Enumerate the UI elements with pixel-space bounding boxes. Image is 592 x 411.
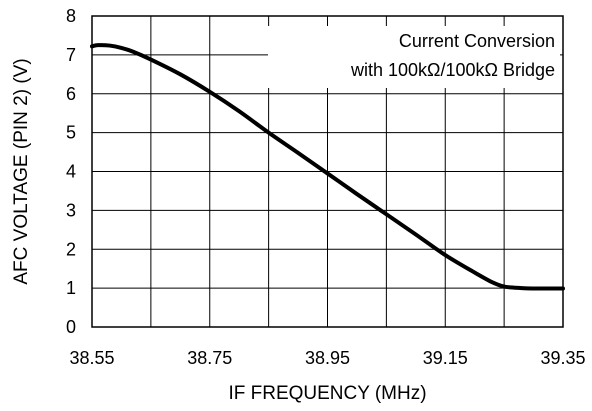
- y-axis-title: AFC VOLTAGE (PIN 2) (V): [11, 58, 32, 284]
- x-axis-title: IF FREQUENCY (MHz): [228, 383, 426, 404]
- x-tick-label: 38.55: [69, 348, 114, 368]
- y-tick-label: 0: [66, 317, 76, 337]
- annotation-box: [268, 26, 560, 88]
- y-tick-label: 5: [66, 123, 76, 143]
- x-tick-label: 39.15: [423, 348, 468, 368]
- y-tick-label: 7: [66, 45, 76, 65]
- plot-area-border: [91, 15, 564, 328]
- x-tick-label: 39.35: [540, 348, 585, 368]
- x-tick-label: 38.95: [305, 348, 350, 368]
- x-tick-label: 38.75: [187, 348, 232, 368]
- y-tick-label: 2: [66, 239, 76, 259]
- y-tick-label: 6: [66, 84, 76, 104]
- y-tick-label: 4: [66, 162, 76, 182]
- annotation-line: Current Conversion: [399, 31, 555, 51]
- series-layer: [90, 43, 565, 291]
- annotation-line: with 100kΩ/100kΩ Bridge: [350, 60, 555, 80]
- plot-border: [91, 15, 564, 328]
- y-tick-label: 1: [66, 278, 76, 298]
- afc-voltage-series-line: [90, 43, 565, 291]
- y-tick-label: 8: [66, 6, 76, 26]
- y-tick-labels: 0 1 2 3 4 5 6 7 8: [66, 6, 76, 337]
- x-tick-labels: 38.55 38.75 38.95 39.15 39.35: [69, 348, 585, 368]
- annotation: Current Conversion with 100kΩ/100kΩ Bridg…: [268, 26, 560, 88]
- y-tick-label: 3: [66, 200, 76, 220]
